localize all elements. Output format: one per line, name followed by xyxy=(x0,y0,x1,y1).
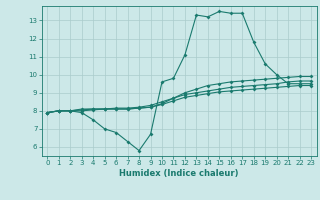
X-axis label: Humidex (Indice chaleur): Humidex (Indice chaleur) xyxy=(119,169,239,178)
